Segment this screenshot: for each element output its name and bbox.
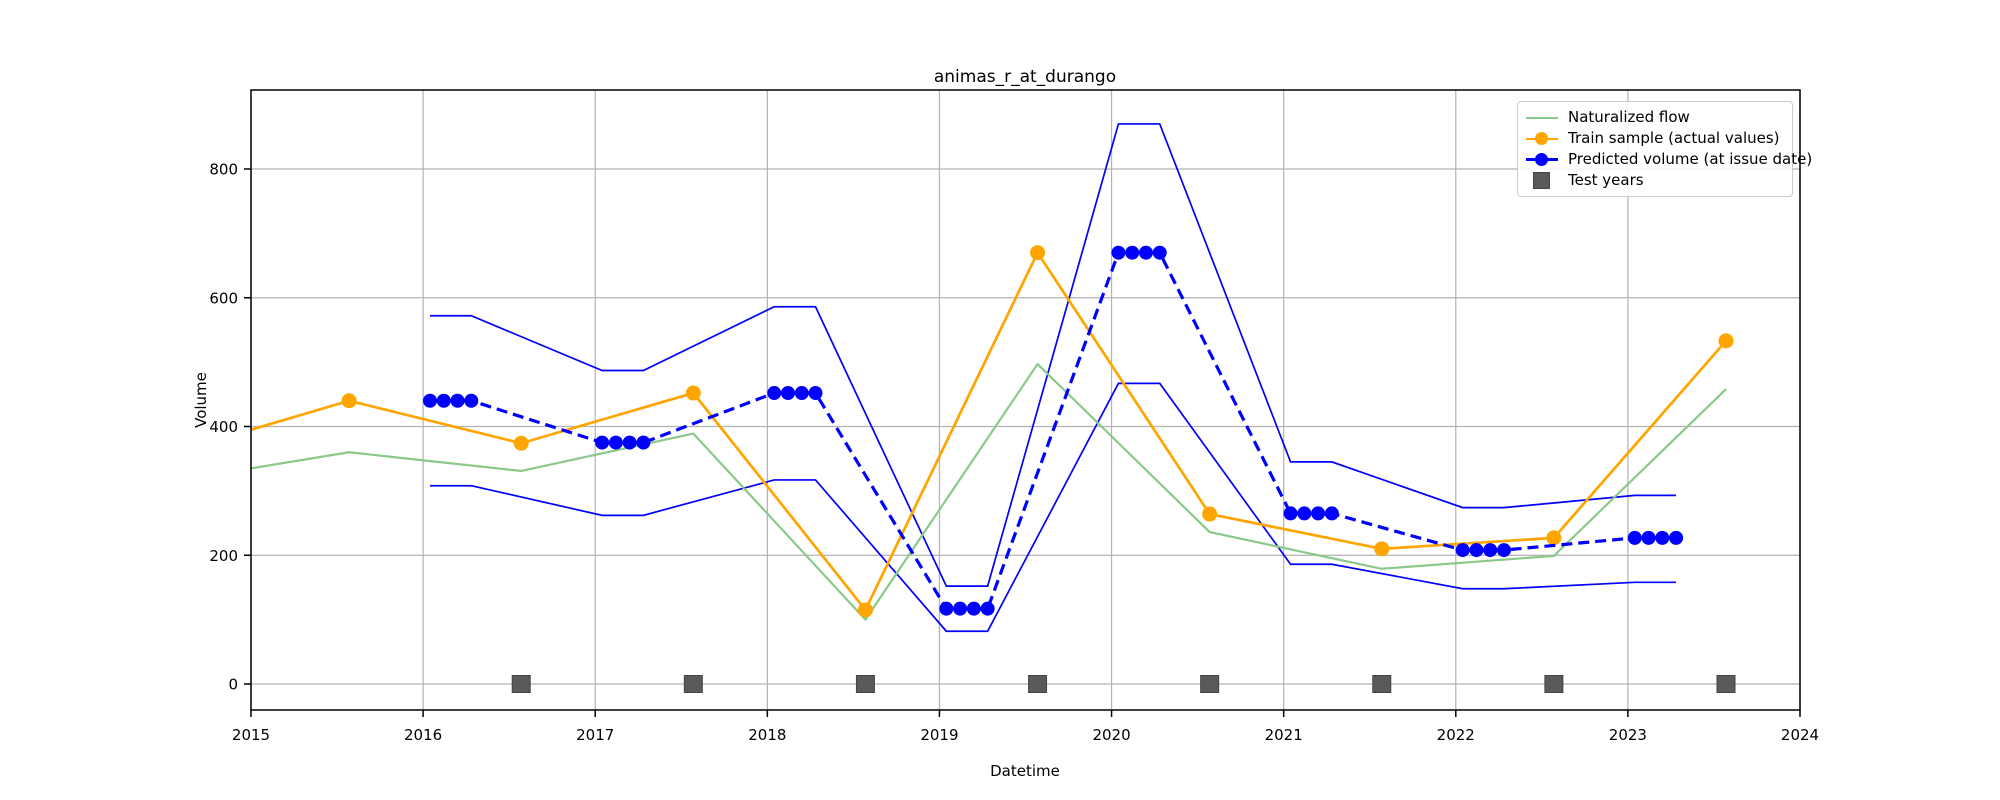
x-tick-label: 2016 xyxy=(404,726,442,744)
square-marker-icon xyxy=(1533,171,1550,189)
line-swatch-icon xyxy=(1526,130,1558,148)
legend-item-3: Test years xyxy=(1526,171,1784,190)
predicted-volume-marker xyxy=(1297,506,1312,521)
legend-item-0: Naturalized flow xyxy=(1526,108,1784,127)
predicted-volume-marker xyxy=(422,393,437,408)
y-tick-label: 400 xyxy=(209,418,238,436)
legend: Naturalized flow Train sample (actual val… xyxy=(1517,101,1812,197)
predicted-volume-marker xyxy=(1455,543,1470,558)
legend-item-1: Train sample (actual values) xyxy=(1526,129,1784,148)
predicted-volume-marker xyxy=(808,386,823,401)
predicted-volume-marker xyxy=(780,386,795,401)
predicted-volume-marker xyxy=(966,601,981,616)
legend-label: Test years xyxy=(1568,171,1644,189)
test-year-marker xyxy=(1716,675,1736,693)
predicted-volume-marker xyxy=(980,601,995,616)
train-sample-marker xyxy=(1374,541,1390,557)
y-tick-label: 200 xyxy=(209,547,238,565)
test-year-marker xyxy=(1372,675,1392,693)
predicted-volume-marker xyxy=(1627,530,1642,545)
legend-label: Naturalized flow xyxy=(1568,108,1690,126)
x-tick-label: 2022 xyxy=(1437,726,1475,744)
predicted-volume-marker xyxy=(1311,506,1326,521)
y-tick-label: 800 xyxy=(209,161,238,179)
test-year-marker xyxy=(1028,675,1048,693)
predicted-volume-marker xyxy=(464,393,479,408)
predicted-volume-marker xyxy=(595,435,610,450)
x-tick-label: 2023 xyxy=(1609,726,1647,744)
legend-label: Predicted volume (at issue date) xyxy=(1568,150,1813,168)
predicted-volume-marker xyxy=(436,393,451,408)
x-tick-label: 2018 xyxy=(748,726,786,744)
plot-frame xyxy=(250,89,1801,711)
lower-bound-line xyxy=(429,382,1677,633)
dot-marker-icon xyxy=(1535,153,1548,166)
test-years-swatch-icon xyxy=(1526,171,1558,190)
train-sample-marker xyxy=(513,435,529,451)
predicted-volume-marker xyxy=(622,435,637,450)
legend-item-2: Predicted volume (at issue date) xyxy=(1526,150,1812,169)
series-layer xyxy=(250,123,1734,633)
chart-title: animas_r_at_durango xyxy=(934,67,1116,87)
predicted-volume-marker xyxy=(1111,245,1126,260)
x-axis-label: Datetime xyxy=(990,762,1060,780)
tick-layer: 2015 2016 2017 2018 2019 2020 2021 2022 2023 2024… xyxy=(209,161,1819,745)
x-tick-label: 2019 xyxy=(920,726,958,744)
test-year-marker xyxy=(1200,675,1220,693)
x-tick-label: 2017 xyxy=(576,726,614,744)
train-sample-marker xyxy=(1202,506,1218,522)
test-year-marker xyxy=(855,675,875,693)
train-sample-marker xyxy=(341,393,357,409)
line-swatch-icon xyxy=(1526,151,1558,169)
predicted-volume-marker xyxy=(1138,245,1153,260)
upper-bound-line xyxy=(429,123,1677,588)
test-year-marker xyxy=(1544,675,1564,693)
train-sample-marker xyxy=(1030,245,1046,261)
predicted-volume-marker xyxy=(1125,245,1140,260)
predicted-volume-marker xyxy=(1469,543,1484,558)
predicted-volume-marker xyxy=(1283,506,1298,521)
predicted-volume-marker xyxy=(939,601,954,616)
line-marker-icon xyxy=(1526,116,1558,119)
predicted-volume-marker xyxy=(1655,530,1670,545)
line-swatch-icon xyxy=(1526,109,1558,127)
train-sample-marker xyxy=(857,602,873,618)
x-tick-label: 2020 xyxy=(1092,726,1130,744)
train-sample-marker xyxy=(1546,530,1562,546)
predicted-volume-marker xyxy=(1483,543,1498,558)
train-sample-line xyxy=(250,251,1728,612)
y-tick-label: 600 xyxy=(209,289,238,307)
y-tick-label: 0 xyxy=(228,676,238,694)
x-tick-label: 2015 xyxy=(232,726,270,744)
predicted-volume-marker xyxy=(1324,506,1339,521)
naturalized-flow-line xyxy=(250,362,1727,621)
predicted-volume-marker xyxy=(450,393,465,408)
dot-marker-icon xyxy=(1535,132,1548,145)
predicted-volume-marker xyxy=(953,601,968,616)
x-tick-label: 2021 xyxy=(1265,726,1303,744)
predicted-volume-marker xyxy=(794,386,809,401)
y-axis-label: Volume xyxy=(192,372,210,428)
grid-layer xyxy=(250,90,1801,710)
predicted-volume-marker xyxy=(767,386,782,401)
test-year-marker xyxy=(683,675,703,693)
predicted-volume-marker xyxy=(1641,530,1656,545)
predicted-volume-marker xyxy=(608,435,623,450)
legend-label: Train sample (actual values) xyxy=(1568,129,1780,147)
test-year-marker xyxy=(511,675,531,693)
test-years-layer xyxy=(511,675,1736,693)
predicted-volume-marker xyxy=(636,435,651,450)
predicted-volume-marker xyxy=(1152,245,1167,260)
frame-layer xyxy=(250,89,1801,711)
predicted-volume-marker xyxy=(1496,543,1511,558)
predicted-volume-marker xyxy=(1669,530,1684,545)
x-tick-label: 2024 xyxy=(1781,726,1819,744)
train-sample-marker xyxy=(685,385,701,401)
train-sample-marker xyxy=(1718,333,1734,349)
